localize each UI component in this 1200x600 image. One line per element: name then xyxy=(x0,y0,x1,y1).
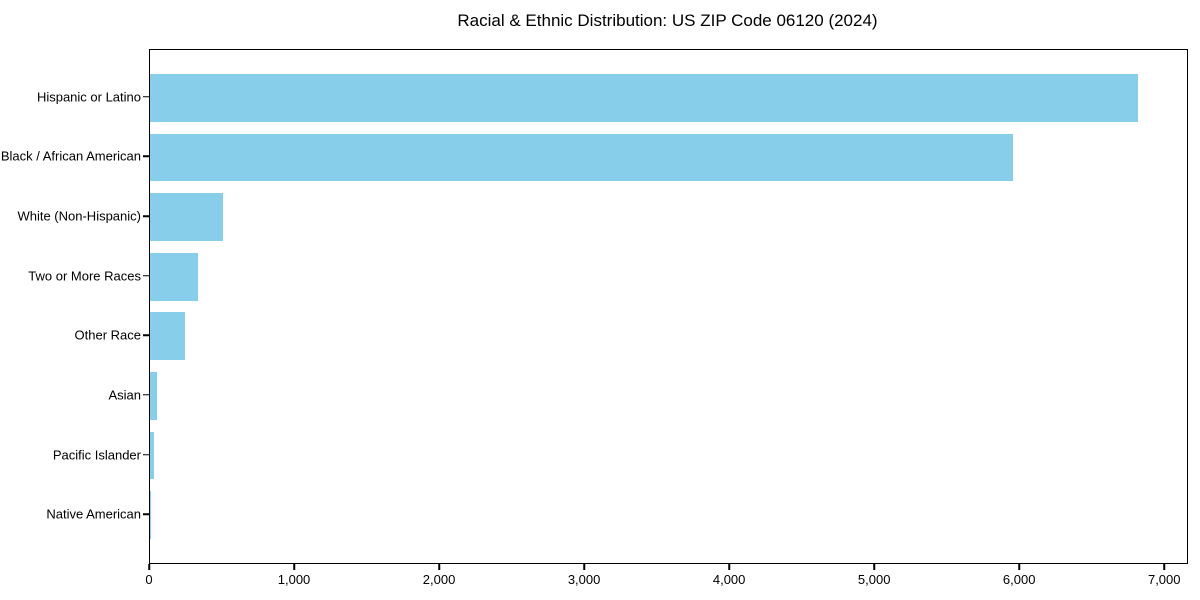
chart-title: Racial & Ethnic Distribution: US ZIP Cod… xyxy=(457,11,878,30)
y-tick-label: Pacific Islander xyxy=(52,447,141,463)
plot-area xyxy=(149,49,1188,564)
y-tick-label: Hispanic or Latino xyxy=(36,89,141,105)
bar xyxy=(150,312,185,361)
bar xyxy=(150,193,224,241)
y-tick-mark xyxy=(143,215,149,217)
x-tick-label: 5,000 xyxy=(857,572,891,587)
y-tick-mark xyxy=(143,155,149,158)
x-tick-mark xyxy=(1018,563,1020,570)
x-tick-label: 2,000 xyxy=(422,572,456,587)
x-tick-label: 1,000 xyxy=(277,572,311,587)
bar xyxy=(150,133,1013,182)
y-tick-label: Native American xyxy=(46,506,141,522)
y-tick-mark xyxy=(143,513,149,516)
y-tick-label: Two or More Races xyxy=(28,268,141,284)
x-tick-mark xyxy=(873,563,875,570)
y-tick-label: White (Non-Hispanic) xyxy=(17,208,141,224)
y-tick-label: Other Race xyxy=(74,327,141,343)
x-tick-label: 0 xyxy=(145,572,153,587)
x-tick-mark xyxy=(293,563,295,570)
x-tick-label: 6,000 xyxy=(1002,572,1036,587)
y-tick-mark xyxy=(143,453,149,456)
y-tick-mark xyxy=(143,95,149,98)
y-tick-label: Asian xyxy=(108,387,141,403)
bar xyxy=(150,491,151,540)
x-tick-mark xyxy=(1163,563,1165,570)
x-tick-mark xyxy=(438,563,440,570)
x-tick-label: 7,000 xyxy=(1147,572,1181,587)
y-tick-label: Black / African American xyxy=(0,148,141,164)
bar xyxy=(150,431,155,480)
bar xyxy=(150,252,198,301)
bar xyxy=(150,73,1138,122)
y-tick-mark xyxy=(143,274,149,277)
x-tick-mark xyxy=(728,563,730,570)
x-tick-label: 4,000 xyxy=(712,572,746,587)
y-tick-mark xyxy=(143,394,149,396)
y-tick-mark xyxy=(143,334,149,337)
x-tick-mark xyxy=(148,563,150,570)
bar xyxy=(150,372,158,420)
x-tick-mark xyxy=(583,563,585,570)
x-tick-label: 3,000 xyxy=(567,572,601,587)
